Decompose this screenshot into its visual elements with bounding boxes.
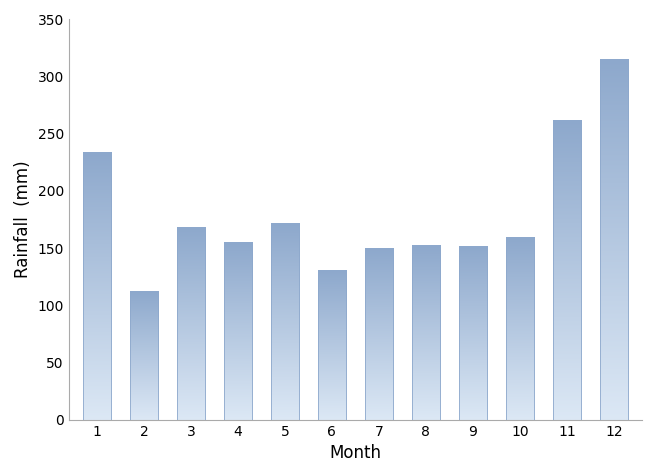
Bar <box>224 242 252 420</box>
Bar <box>271 223 299 420</box>
Bar <box>506 237 534 420</box>
Bar <box>412 245 440 420</box>
X-axis label: Month: Month <box>329 444 381 462</box>
Bar <box>318 270 346 420</box>
Bar <box>83 152 111 420</box>
Bar <box>365 248 393 420</box>
Bar <box>176 228 205 420</box>
Bar <box>459 246 487 420</box>
Bar <box>600 60 628 420</box>
Bar <box>553 120 581 420</box>
Y-axis label: Rainfall  (mm): Rainfall (mm) <box>14 161 32 278</box>
Bar <box>130 292 158 420</box>
